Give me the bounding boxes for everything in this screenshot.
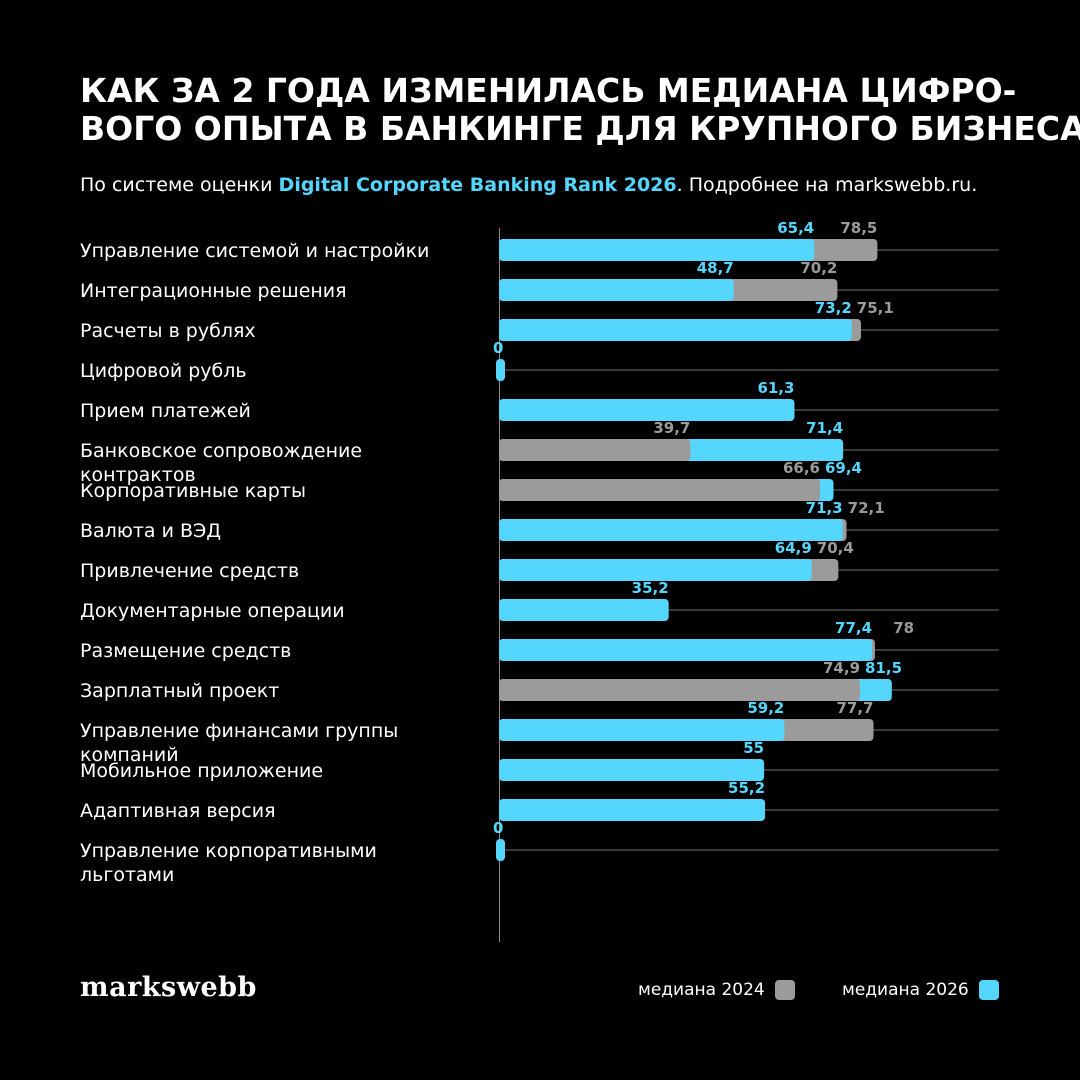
category-label: Размещение средств <box>80 640 291 662</box>
bar-2024 <box>499 439 691 461</box>
value-label-2024: 66,6 <box>783 459 820 477</box>
bar-2026 <box>496 359 505 381</box>
value-label-2026: 55 <box>743 739 764 757</box>
value-label-2026: 35,2 <box>632 579 669 597</box>
value-label-2024: 78,5 <box>840 219 877 237</box>
bar-2026 <box>499 639 873 661</box>
bar-2024 <box>499 479 821 501</box>
subtitle-prefix: По системе оценки <box>80 174 279 196</box>
category-label: Зарплатный проект <box>80 680 279 702</box>
value-label-2026: 48,7 <box>697 259 734 277</box>
value-label-2026: 0 <box>493 819 503 837</box>
category-label: Управление финансами группы компаний <box>80 720 398 766</box>
subtitle-highlight: Digital Corporate Banking Rank 2026 <box>278 174 677 196</box>
legend-label-2024: медиана 2024 <box>638 980 765 1000</box>
legend-swatch-2026 <box>978 980 999 1000</box>
legend-item-2026: медиана 2026 <box>842 976 999 1004</box>
value-label-2024: 75,1 <box>857 299 894 317</box>
value-label-2026: 71,4 <box>806 419 843 437</box>
bar-2026 <box>499 719 785 741</box>
chart-subtitle: По системе оценки Digital Corporate Bank… <box>80 170 1060 200</box>
bar-2026 <box>499 239 815 261</box>
value-label-2024: 39,7 <box>653 419 690 437</box>
value-label-2024: 72,1 <box>848 499 885 517</box>
value-label-2026: 64,9 <box>775 539 812 557</box>
value-label-2026: 0 <box>493 339 503 357</box>
bar-2026 <box>499 599 669 621</box>
category-label: Управление системой и настройки <box>80 240 429 262</box>
category-label: Интеграционные решения <box>80 280 347 302</box>
category-label: Документарные операции <box>80 600 345 622</box>
value-label-2026: 71,3 <box>806 499 843 517</box>
value-label-2024: 70,4 <box>817 539 854 557</box>
value-label-2026: 55,2 <box>728 779 765 797</box>
bar-2026 <box>499 519 843 541</box>
category-label: Прием платежей <box>80 400 251 422</box>
legend-swatch-2024 <box>774 980 795 1000</box>
bar-2026 <box>499 399 795 421</box>
legend-item-2024: медиана 2024 <box>638 976 795 1004</box>
value-label-2024: 78 <box>893 619 914 637</box>
markswebb-logo: markswebb <box>80 972 257 1003</box>
bar-2026 <box>499 319 852 341</box>
category-label: Расчеты в рублях <box>80 320 256 342</box>
value-label-2026: 73,2 <box>815 299 852 317</box>
subtitle-suffix: . Подробнее на markswebb.ru. <box>676 174 978 196</box>
category-label: Валюта и ВЭД <box>80 520 221 542</box>
value-label-2024: 70,2 <box>800 259 837 277</box>
value-label-2026: 61,3 <box>757 379 794 397</box>
chart-title-line-1: КАК ЗА 2 ГОДА ИЗМЕНИЛАСЬ МЕДИАНА ЦИФРО- <box>80 71 1017 110</box>
legend-label-2026: медиана 2026 <box>842 980 969 1000</box>
value-label-2026: 81,5 <box>865 659 902 677</box>
bar-2026 <box>496 839 505 861</box>
category-label: Адаптивная версия <box>80 800 276 822</box>
value-label-2024: 77,7 <box>836 699 873 717</box>
category-label: Корпоративные карты <box>80 480 306 502</box>
bar-2026 <box>499 799 766 821</box>
bar-2026 <box>499 279 734 301</box>
value-label-2026: 77,4 <box>835 619 872 637</box>
category-label: Цифровой рубль <box>80 360 247 382</box>
bar-2026 <box>499 759 765 781</box>
bar-2026 <box>499 559 812 581</box>
bar-2024 <box>499 679 861 701</box>
chart-title-line-2: ВОГО ОПЫТА В БАНКИНГЕ ДЛЯ КРУПНОГО БИЗНЕ… <box>80 109 1080 148</box>
value-label-2026: 69,4 <box>825 459 862 477</box>
category-label: Мобильное приложение <box>80 760 323 782</box>
value-label-2026: 59,2 <box>747 699 784 717</box>
chart-title: КАК ЗА 2 ГОДА ИЗМЕНИЛАСЬ МЕДИАНА ЦИФРО- … <box>80 71 1080 148</box>
category-label: Привлечение средств <box>80 560 299 582</box>
category-label: Управление корпоративными льготами <box>80 840 377 886</box>
value-label-2026: 65,4 <box>777 219 814 237</box>
category-label: Банковское сопровождение контрактов <box>80 440 362 486</box>
value-label-2024: 74,9 <box>823 659 860 677</box>
